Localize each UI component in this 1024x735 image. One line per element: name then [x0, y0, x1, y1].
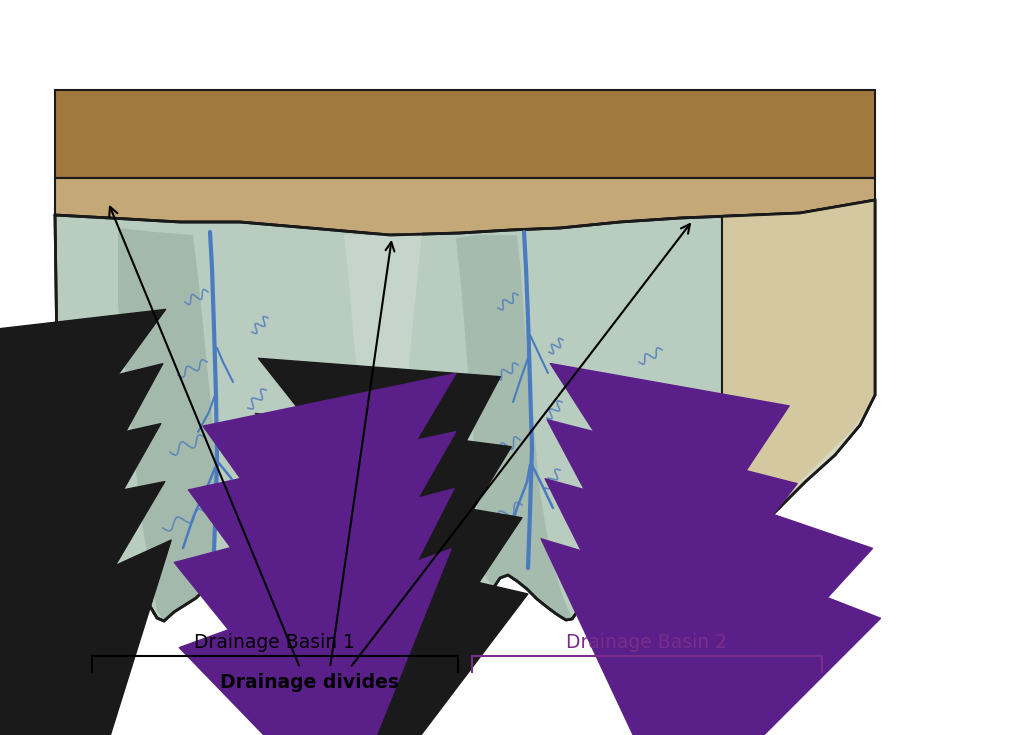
Polygon shape [456, 235, 572, 620]
Text: Drainage Basin 2: Drainage Basin 2 [566, 633, 727, 652]
Polygon shape [55, 200, 874, 624]
Polygon shape [722, 200, 874, 568]
Text: Drainage Basin 1: Drainage Basin 1 [195, 633, 355, 652]
Text: Drainage divides: Drainage divides [220, 673, 399, 692]
Polygon shape [55, 178, 874, 235]
Polygon shape [664, 395, 874, 619]
Polygon shape [55, 90, 874, 178]
Polygon shape [330, 232, 422, 618]
Polygon shape [55, 358, 157, 618]
Polygon shape [118, 228, 216, 621]
